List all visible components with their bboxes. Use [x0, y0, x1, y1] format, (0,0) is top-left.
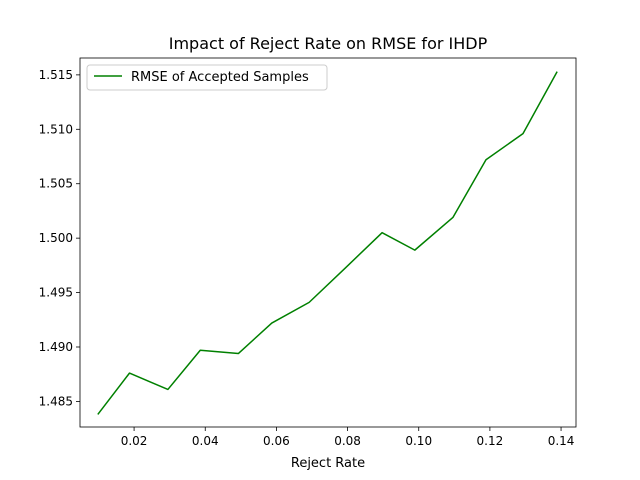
legend-box: [86, 64, 328, 91]
y-tick-label: 1.500: [39, 231, 73, 245]
x-tick-label: 0.06: [263, 434, 290, 448]
series-layer: [97, 71, 558, 415]
chart-title: Impact of Reject Rate on RMSE for IHDP: [169, 34, 488, 53]
x-tick-label: 0.12: [477, 434, 504, 448]
x-axis-label: Reject Rate: [291, 456, 365, 471]
legend-label: RMSE of Accepted Samples: [131, 70, 309, 85]
x-tick-label: 0.14: [548, 434, 575, 448]
y-tick-label: 1.495: [39, 286, 73, 300]
y-tick-label: 1.515: [39, 68, 73, 82]
x-tick-label: 0.08: [334, 434, 361, 448]
x-tick-label: 0.04: [192, 434, 219, 448]
x-tick-label: 0.02: [121, 434, 148, 448]
y-tick-label: 1.510: [39, 122, 73, 136]
legend: RMSE of Accepted Samples: [86, 64, 328, 91]
y-tick-label: 1.505: [39, 177, 73, 191]
series-line: [97, 71, 558, 415]
y-tick-label: 1.485: [39, 394, 73, 408]
y-axis: 1.485 1.490 1.495 1.500 1.505 1.510 1.515: [39, 68, 80, 408]
x-axis: 0.02 0.04 0.06 0.08 0.10 0.12 0.14: [121, 427, 575, 448]
y-tick-label: 1.490: [39, 340, 73, 354]
plot-area: [80, 58, 576, 427]
plot-frame: [79, 57, 577, 428]
x-tick-label: 0.10: [405, 434, 432, 448]
